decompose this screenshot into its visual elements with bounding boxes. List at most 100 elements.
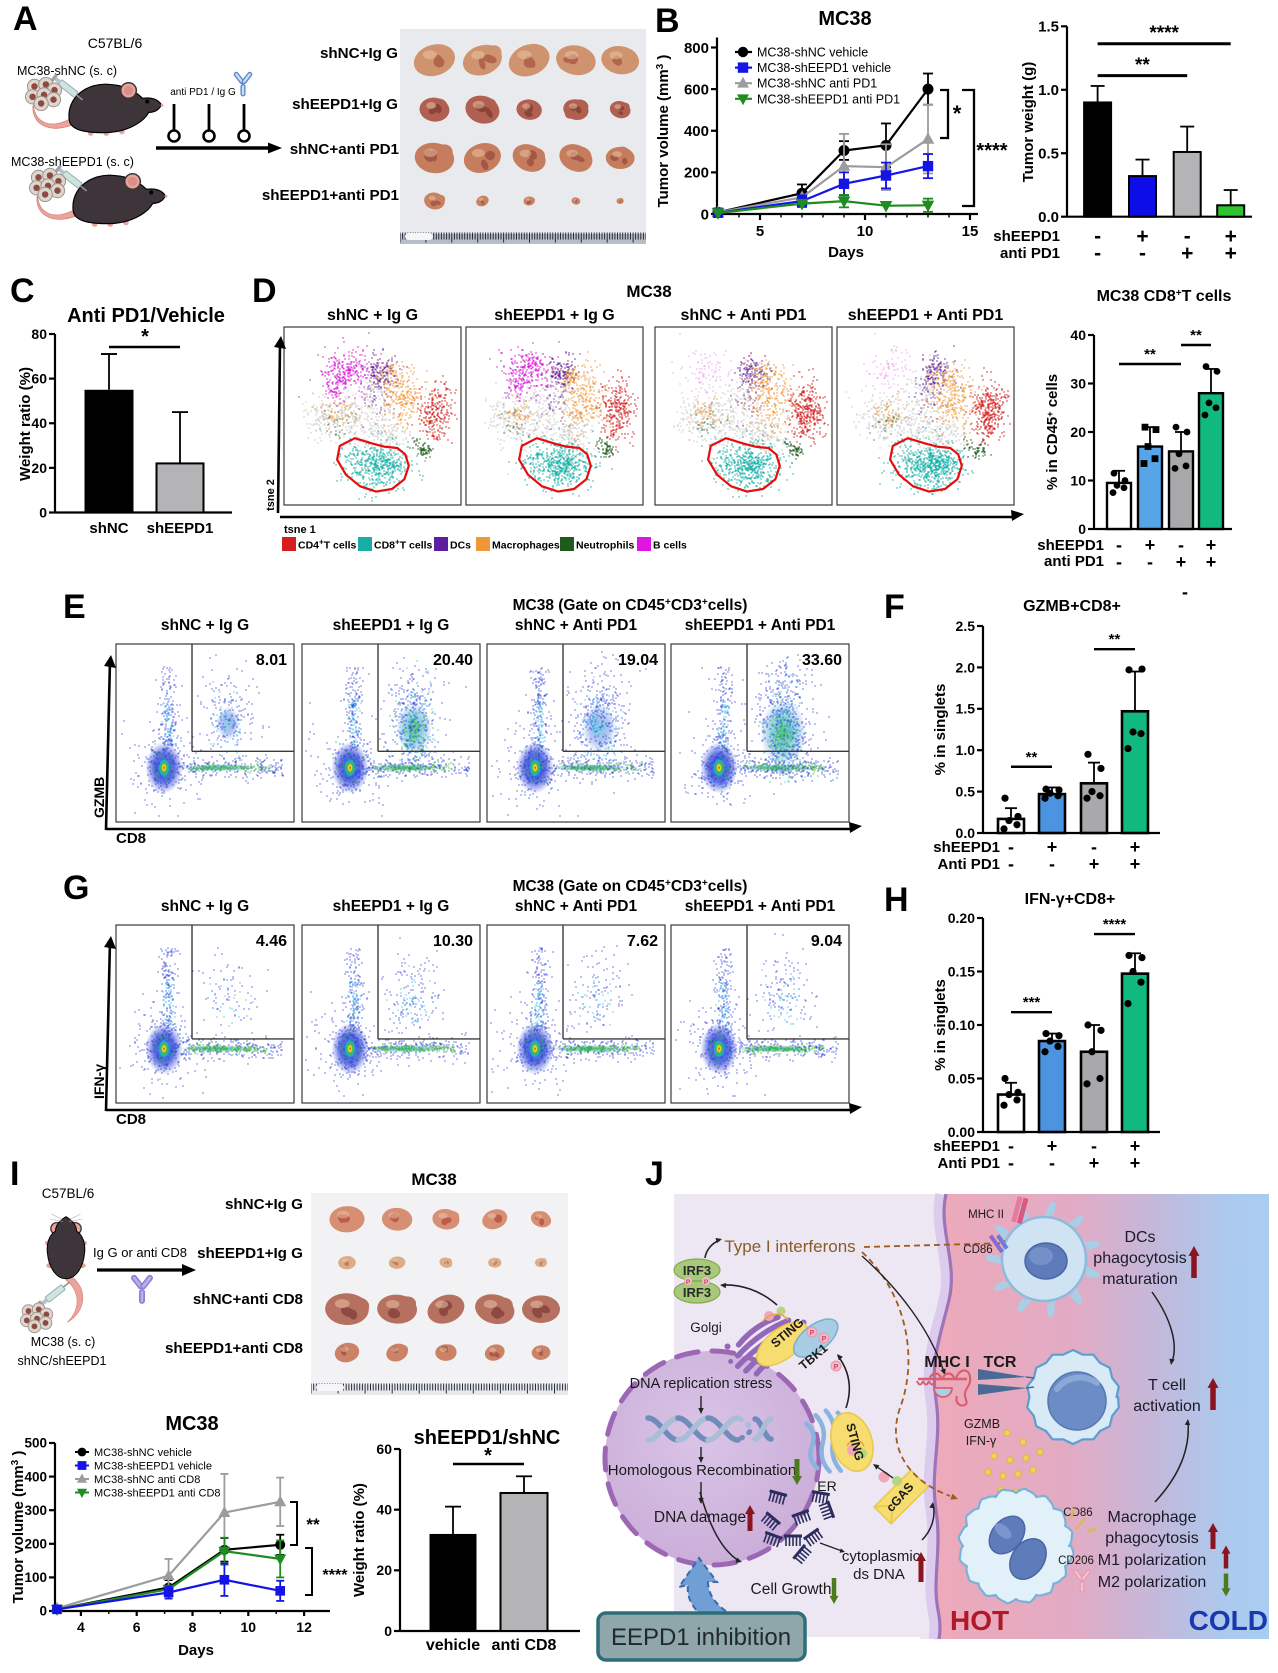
svg-text:0: 0: [1078, 521, 1086, 537]
svg-text:shNC+Ig G: shNC+Ig G: [225, 1196, 303, 1213]
svg-text:MC38-shEEPD1 (s. c): MC38-shEEPD1 (s. c): [11, 155, 134, 169]
svg-text:+: +: [1136, 225, 1148, 248]
svg-text:activation: activation: [1133, 1398, 1201, 1415]
svg-text:-: -: [1049, 1153, 1055, 1173]
svg-text:60: 60: [31, 371, 47, 387]
svg-text:Tumor volume (mm3 ): Tumor volume (mm3 ): [655, 55, 672, 208]
svg-text:7.62: 7.62: [627, 933, 658, 950]
svg-text:ds DNA: ds DNA: [853, 1566, 905, 1583]
svg-text:shEEPD1 + Ig G: shEEPD1 + Ig G: [333, 898, 450, 915]
svg-text:IRF3: IRF3: [683, 1285, 711, 1300]
svg-text:-: -: [1182, 582, 1188, 602]
svg-text:CD86: CD86: [963, 1244, 992, 1256]
svg-text:shEEPD1 + Ig G: shEEPD1 + Ig G: [494, 307, 614, 324]
svg-text:shEEPD1 + Anti PD1: shEEPD1 + Anti PD1: [848, 307, 1004, 324]
svg-text:anti PD1: anti PD1: [1044, 553, 1104, 570]
svg-text:****: ****: [323, 1567, 349, 1584]
svg-text:MC38 (Gate on CD45+CD3+cells): MC38 (Gate on CD45+CD3+cells): [513, 878, 748, 895]
svg-text:****: ****: [976, 140, 1007, 162]
svg-text:-: -: [1184, 225, 1191, 248]
svg-text:+: +: [1130, 1153, 1141, 1173]
svg-text:-: -: [1049, 854, 1055, 874]
svg-text:tsne 1: tsne 1: [284, 524, 316, 536]
svg-text:P: P: [810, 1330, 815, 1337]
svg-text:CD4+T cells: CD4+T cells: [298, 538, 357, 552]
svg-text:19.04: 19.04: [618, 652, 658, 669]
svg-text:8.01: 8.01: [256, 652, 287, 669]
svg-text:shNC+Ig G: shNC+Ig G: [320, 45, 398, 62]
svg-text:MC38 (s. c): MC38 (s. c): [31, 1335, 96, 1349]
svg-text:shNC+anti CD8: shNC+anti CD8: [193, 1291, 303, 1308]
svg-text:500: 500: [24, 1436, 47, 1451]
svg-text:Anti PD1/Vehicle: Anti PD1/Vehicle: [67, 305, 225, 327]
svg-text:-: -: [1094, 242, 1101, 265]
svg-text:0: 0: [384, 1623, 392, 1639]
svg-text:MC38: MC38: [165, 1413, 218, 1435]
svg-text:40: 40: [31, 415, 47, 431]
svg-text:P: P: [686, 1279, 691, 1286]
svg-text:A: A: [13, 0, 38, 38]
svg-text:+: +: [1206, 552, 1217, 572]
svg-text:MC38-shNC vehicle: MC38-shNC vehicle: [94, 1447, 192, 1459]
svg-text:+: +: [1181, 242, 1193, 265]
svg-text:M1 polarization: M1 polarization: [1098, 1552, 1207, 1569]
svg-text:20.40: 20.40: [433, 652, 473, 669]
svg-text:40: 40: [376, 1502, 392, 1518]
svg-text:+: +: [1206, 535, 1217, 555]
svg-text:8: 8: [189, 1619, 197, 1635]
svg-text:MC38: MC38: [626, 282, 671, 301]
svg-text:% in singlets: % in singlets: [932, 979, 949, 1071]
svg-text:P: P: [704, 1279, 709, 1286]
svg-text:MC38: MC38: [411, 1170, 456, 1189]
svg-text:C57BL/6: C57BL/6: [42, 1186, 95, 1201]
svg-text:Anti PD1: Anti PD1: [937, 856, 1000, 873]
svg-text:% in CD45+ cells: % in CD45+ cells: [1044, 374, 1061, 490]
svg-text:Homologous Recombination: Homologous Recombination: [608, 1462, 796, 1479]
svg-text:shNC + Ig G: shNC + Ig G: [161, 617, 249, 634]
svg-text:MC38-shEEPD1 anti CD8: MC38-shEEPD1 anti CD8: [94, 1487, 221, 1499]
svg-text:shEEPD1+Ig G: shEEPD1+Ig G: [292, 96, 398, 113]
svg-text:+: +: [1130, 854, 1141, 874]
svg-text:-: -: [1091, 1136, 1097, 1156]
svg-text:GZMB: GZMB: [91, 777, 107, 818]
svg-text:shEEPD1: shEEPD1: [147, 520, 214, 537]
svg-text:10: 10: [241, 1619, 257, 1635]
svg-text:300: 300: [24, 1503, 47, 1518]
svg-text:ER: ER: [817, 1478, 836, 1494]
svg-text:Weight ratio (%): Weight ratio (%): [17, 367, 34, 481]
svg-text:*: *: [953, 101, 962, 126]
svg-text:shNC + Anti PD1: shNC + Anti PD1: [515, 898, 638, 915]
svg-text:200: 200: [24, 1537, 47, 1552]
svg-text:30: 30: [1070, 375, 1086, 391]
svg-text:20: 20: [376, 1562, 392, 1578]
svg-text:CD8: CD8: [116, 1111, 146, 1128]
svg-text:Macrophages: Macrophages: [492, 540, 560, 552]
svg-text:**: **: [1135, 55, 1150, 76]
svg-text:80: 80: [31, 326, 47, 342]
svg-text:*: *: [484, 1445, 492, 1467]
svg-text:+: +: [1047, 1136, 1058, 1156]
svg-text:2.0: 2.0: [956, 659, 976, 675]
svg-text:MC38: MC38: [818, 8, 871, 30]
svg-text:HOT: HOT: [950, 1605, 1009, 1636]
svg-text:0.20: 0.20: [948, 910, 975, 926]
svg-text:MC38-shEEPD1 vehicle: MC38-shEEPD1 vehicle: [757, 61, 891, 75]
svg-text:1.0: 1.0: [956, 742, 976, 758]
svg-text:vehicle: vehicle: [426, 1637, 480, 1654]
svg-text:-: -: [1147, 552, 1153, 572]
svg-text:anti PD1: anti PD1: [1000, 245, 1060, 262]
svg-text:400: 400: [24, 1469, 47, 1484]
svg-text:MC38-shEEPD1 vehicle: MC38-shEEPD1 vehicle: [94, 1460, 212, 1472]
svg-text:GZMB: GZMB: [964, 1417, 1000, 1431]
svg-text:33.60: 33.60: [802, 652, 842, 669]
svg-text:0.0: 0.0: [1038, 209, 1059, 226]
svg-text:MC38-shNC anti CD8: MC38-shNC anti CD8: [94, 1474, 200, 1486]
svg-text:DCs: DCs: [1124, 1229, 1155, 1246]
svg-text:CD206: CD206: [1058, 1555, 1094, 1567]
svg-text:+: +: [1225, 225, 1237, 248]
svg-text:+: +: [1047, 837, 1058, 857]
svg-text:M2 polarization: M2 polarization: [1098, 1574, 1207, 1591]
svg-text:IRF3: IRF3: [683, 1263, 711, 1278]
svg-text:shNC + Ig G: shNC + Ig G: [161, 898, 249, 915]
svg-text:shEEPD1+anti PD1: shEEPD1+anti PD1: [262, 187, 400, 204]
